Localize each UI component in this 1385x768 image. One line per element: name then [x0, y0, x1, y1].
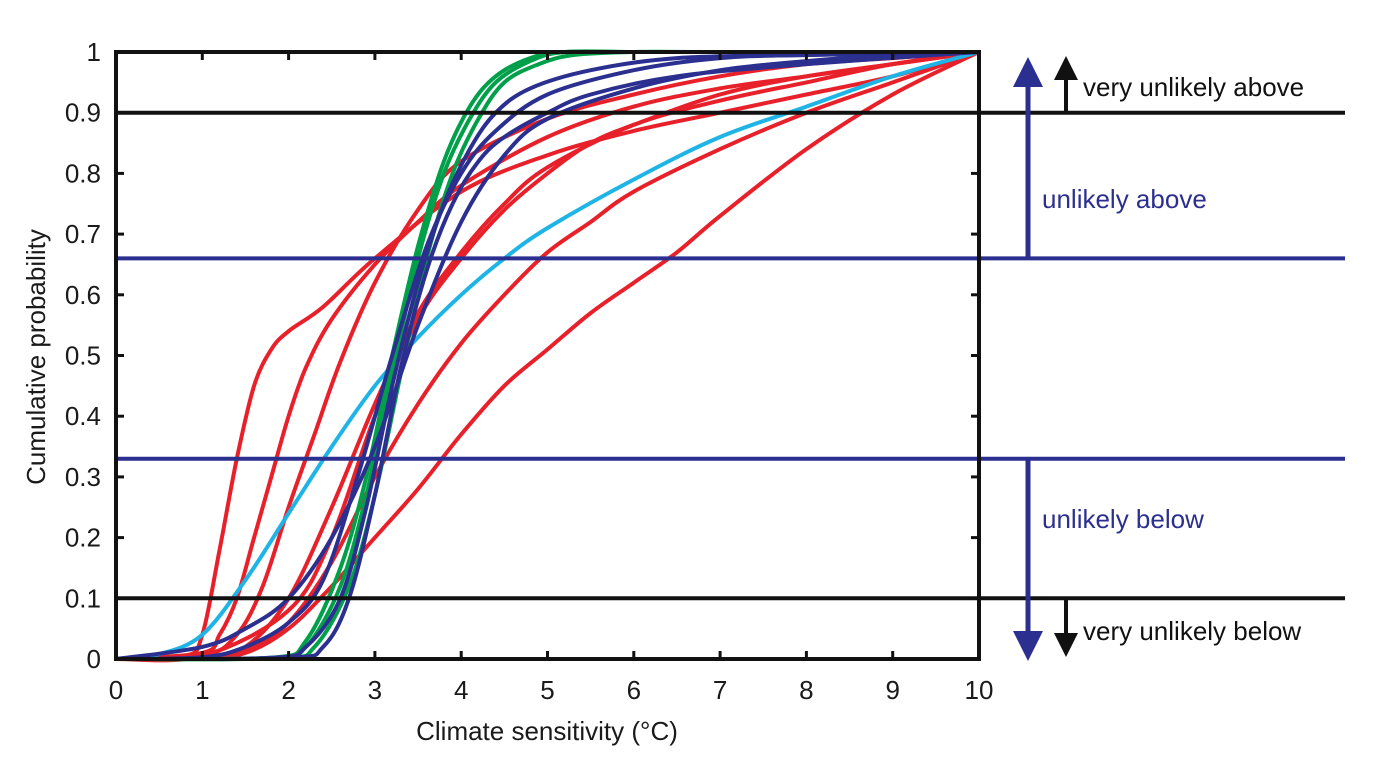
- series-line-1: [114, 50, 981, 661]
- y-tick-label: 0.6: [65, 280, 101, 310]
- y-tick-label: 0.1: [65, 583, 101, 613]
- x-tick-label: 9: [885, 675, 899, 705]
- unlikely-above-label: unlikely above: [1042, 184, 1207, 214]
- unlikely-below-label: unlikely below: [1042, 504, 1204, 534]
- y-tick-label: 0.2: [65, 523, 101, 553]
- x-axis-ticks: 0 1 2 3 4 5 6 7 8 9 10: [109, 52, 994, 705]
- x-tick-label: 4: [454, 675, 468, 705]
- y-tick-label: 0.4: [65, 401, 101, 431]
- y-axis-label: Cumulative probability: [21, 229, 51, 485]
- y-tick-label: 1: [87, 37, 101, 67]
- x-tick-label: 0: [109, 675, 123, 705]
- series-line-6: [114, 50, 981, 661]
- x-tick-label: 8: [799, 675, 813, 705]
- y-tick-label: 0.9: [65, 98, 101, 128]
- x-tick-label: 10: [965, 675, 994, 705]
- x-tick-label: 6: [627, 675, 641, 705]
- x-tick-label: 5: [540, 675, 554, 705]
- x-tick-label: 2: [281, 675, 295, 705]
- x-axis-label: Climate sensitivity (°C): [416, 716, 678, 746]
- series-line-14: [114, 50, 981, 662]
- y-tick-label: 0.7: [65, 219, 101, 249]
- x-tick-label: 7: [713, 675, 727, 705]
- series-line-12: [114, 50, 981, 661]
- very-unlikely-above-label: very unlikely above: [1083, 72, 1304, 102]
- threshold-layer: [116, 110, 1345, 601]
- series-line-15: [114, 50, 981, 662]
- series-line-2: [114, 50, 981, 661]
- y-tick-label: 0.5: [65, 341, 101, 371]
- y-tick-label: 0: [87, 644, 101, 674]
- y-tick-label: 0.3: [65, 462, 101, 492]
- x-tick-label: 1: [195, 675, 209, 705]
- series-layer: [114, 49, 981, 663]
- y-tick-label: 0.8: [65, 158, 101, 188]
- very-unlikely-below-label: very unlikely below: [1083, 616, 1301, 646]
- x-tick-label: 3: [368, 675, 382, 705]
- y-axis-ticks: 0 0.1 0.2 0.3 0.4 0.5 0.6 0.7 0.8 0.9 1: [65, 37, 979, 674]
